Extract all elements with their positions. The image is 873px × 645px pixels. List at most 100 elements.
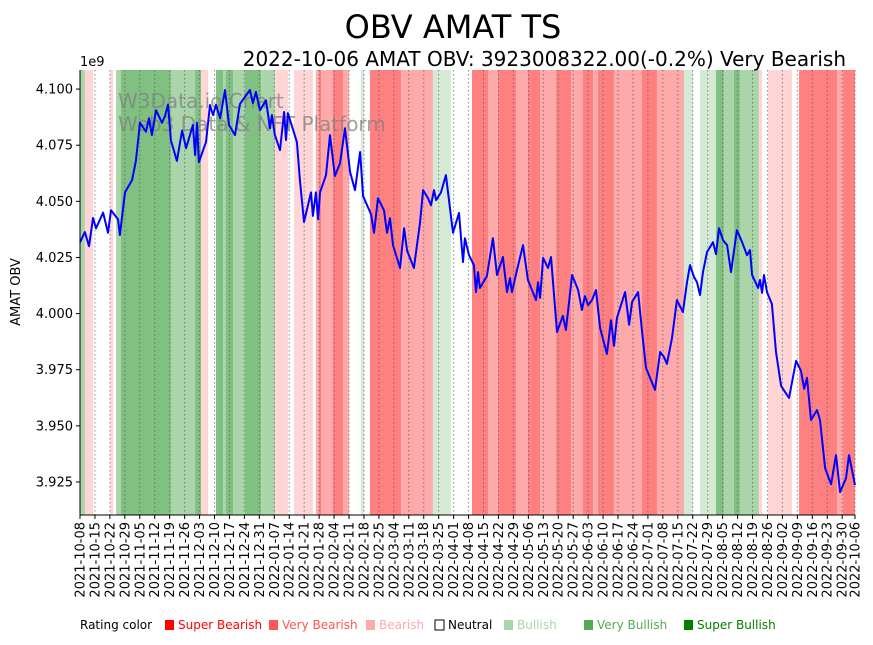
legend-swatch: [269, 620, 278, 630]
obv-line: [79, 89, 856, 494]
y-tick-label: 4.075: [36, 139, 73, 154]
rating-band: [360, 70, 364, 515]
rating-band: [733, 70, 740, 515]
rating-band: [716, 70, 724, 515]
x-tick-label: 2022-07-29: [701, 522, 716, 598]
x-tick-label: 2021-12-24: [238, 522, 253, 598]
y-tick-label: 3.925: [36, 475, 73, 490]
x-ticks: 2021-10-08 2021-10-15 2021-10-22 2021-10-29…: [74, 515, 864, 598]
x-tick-label: 2022-07-01: [641, 522, 656, 598]
x-tick-label: 2022-05-13: [537, 522, 552, 598]
x-tick-label: 2022-02-18: [357, 522, 372, 598]
x-tick-label: 2022-09-23: [821, 522, 836, 598]
y-tick-label: 4.050: [36, 195, 73, 210]
rating-band: [343, 70, 350, 515]
legend-swatch: [684, 620, 693, 630]
x-tick-label: 2021-11-26: [178, 522, 193, 598]
x-tick-label: 2022-01-07: [268, 522, 283, 598]
x-tick-label: 2022-06-24: [626, 522, 641, 598]
rating-band: [515, 70, 528, 515]
x-tick-label: 2021-11-19: [163, 522, 178, 598]
legend-item-label: Very Bullish: [597, 618, 667, 632]
x-tick-label: 2022-06-10: [597, 522, 612, 598]
x-tick-label: 2022-03-04: [387, 522, 402, 598]
x-tick-label: 2022-01-14: [283, 522, 298, 598]
chart-subtitle: 2022-10-06 AMAT OBV: 3923008322.00(-0.2%…: [243, 47, 846, 71]
y-scale-label: 1e9: [80, 55, 105, 70]
x-tick-label: 2021-11-12: [148, 522, 163, 598]
x-tick-label: 2022-07-22: [686, 522, 701, 598]
rating-band: [80, 70, 85, 515]
x-tick-label: 2022-07-08: [656, 522, 671, 598]
legend-swatch: [504, 620, 513, 630]
rating-band: [84, 70, 94, 515]
rating-band: [657, 70, 684, 515]
rating-band: [768, 70, 793, 515]
x-tick-label: 2022-08-19: [746, 522, 761, 598]
rating-band: [170, 70, 196, 515]
x-tick-label: 2022-04-29: [507, 522, 522, 598]
legend-item-label: Neutral: [448, 618, 492, 632]
x-tick-label: 2021-12-10: [208, 522, 223, 598]
x-tick-label: 2022-06-03: [582, 522, 597, 598]
rating-band: [274, 70, 288, 515]
rating-band: [158, 70, 171, 515]
x-tick-label: 2022-10-06: [849, 522, 864, 598]
legend-item-label: Bearish: [379, 618, 424, 632]
y-tick-label: 3.975: [36, 363, 73, 378]
x-tick-label: 2022-03-11: [402, 522, 417, 598]
x-tick-label: 2022-09-02: [776, 522, 791, 598]
legend-item-label: Bullish: [517, 618, 557, 632]
rating-band: [556, 70, 572, 515]
rating-band: [120, 70, 159, 515]
rating-band: [700, 70, 717, 515]
rating-band: [799, 70, 838, 515]
x-tick-label: 2022-09-16: [806, 522, 821, 598]
rating-band: [318, 70, 322, 515]
legend-swatch: [434, 619, 445, 631]
legend-item-label: Super Bearish: [178, 618, 262, 632]
legend-item-label: Super Bullish: [697, 618, 776, 632]
x-tick-label: 2022-05-27: [567, 522, 582, 598]
x-tick-label: 2021-12-03: [193, 522, 208, 598]
rating-band: [401, 70, 433, 515]
rating-band: [195, 70, 202, 515]
rating-band: [487, 70, 499, 515]
x-tick-label: 2022-01-28: [313, 522, 328, 598]
rating-band: [758, 70, 763, 515]
x-tick-label: 2021-12-17: [223, 522, 238, 598]
rating-band: [843, 70, 855, 515]
rating-band: [215, 70, 224, 515]
rating-band: [583, 70, 594, 515]
rating-band: [201, 70, 209, 515]
y-ticks: 3.925 3.950 3.975 4.000 4.025 4.050 4.075 4.100: [36, 83, 80, 490]
rating-band: [723, 70, 734, 515]
rating-band: [432, 70, 452, 515]
rating-band: [471, 70, 488, 515]
rating-band: [116, 70, 121, 515]
x-tick-label: 2022-04-01: [447, 522, 462, 598]
legend: Rating color Super Bearish Very Bearish Be…: [80, 618, 776, 632]
rating-band: [110, 70, 114, 515]
x-tick-label: 2022-03-25: [432, 522, 447, 598]
rating-band: [571, 70, 584, 515]
legend-swatch: [165, 620, 174, 630]
x-tick-label: 2021-11-05: [133, 522, 148, 598]
x-tick-label: 2022-09-30: [836, 522, 851, 598]
x-tick-label: 2022-08-05: [716, 522, 731, 598]
chart-title: OBV AMAT TS: [345, 8, 562, 46]
x-tick-label: 2022-04-08: [462, 522, 477, 598]
x-tick-label: 2022-03-18: [417, 522, 432, 598]
x-tick-label: 2022-08-12: [731, 522, 746, 598]
rating-bands: [80, 70, 855, 515]
rating-band: [321, 70, 333, 515]
y-tick-label: 4.100: [36, 83, 73, 98]
rating-band: [226, 70, 234, 515]
x-tick-label: 2022-01-21: [298, 522, 313, 598]
legend-item-label: Very Bearish: [282, 618, 358, 632]
rating-band: [641, 70, 658, 515]
rating-band: [739, 70, 759, 515]
y-tick-label: 4.000: [36, 307, 73, 322]
rating-band: [683, 70, 693, 515]
